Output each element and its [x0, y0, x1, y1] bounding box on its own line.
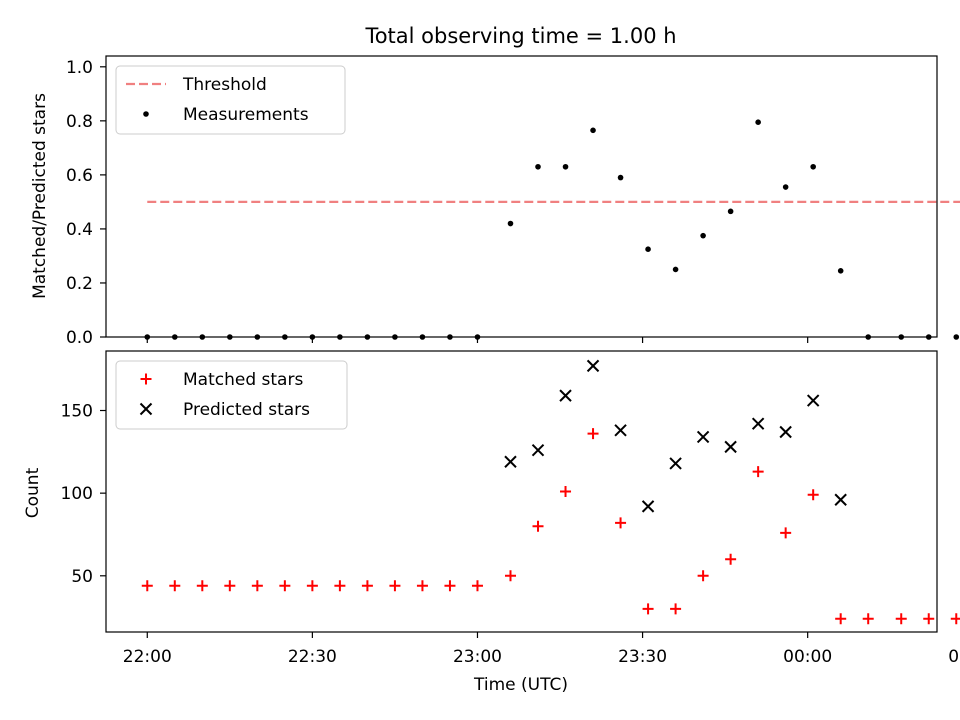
data-point [810, 163, 816, 170]
data-point [724, 440, 737, 454]
data-point [669, 457, 682, 470]
data-point [672, 266, 679, 273]
y-axis-label-top: Matched/Predicted stars [30, 93, 50, 299]
data-point [642, 603, 654, 615]
data-point [590, 127, 596, 134]
data-point [535, 163, 541, 170]
data-point [587, 428, 599, 440]
data-point [251, 580, 263, 592]
data-point [780, 527, 792, 539]
data-point [641, 500, 655, 513]
data-point [471, 580, 483, 592]
data-point [560, 486, 572, 497]
data-point [306, 580, 318, 592]
x-tick-label: 23:30 [618, 647, 667, 667]
data-point [779, 425, 792, 439]
data-point [444, 580, 456, 592]
data-point [782, 184, 789, 190]
legend-marker [140, 373, 152, 385]
data-point [696, 430, 710, 444]
y-tick-label: 0.2 [66, 274, 93, 294]
data-point [334, 580, 346, 592]
y-tick-label: 0.6 [66, 166, 93, 186]
y-tick-label: 1.0 [66, 58, 93, 78]
legend-label: Predicted stars [183, 400, 310, 420]
data-point [531, 443, 545, 457]
data-point [697, 570, 709, 582]
data-point [416, 580, 428, 592]
data-point [806, 394, 820, 407]
bottom-panel: 5010015022:0022:3023:0023:3000:0000:3001… [61, 350, 960, 667]
data-point [617, 174, 624, 181]
data-point [141, 580, 153, 592]
data-point [752, 466, 764, 478]
legend: Matched stars Predicted stars [115, 360, 348, 430]
y-axis-label-bottom: Count [23, 467, 43, 518]
data-point [562, 163, 569, 170]
data-point [196, 580, 208, 592]
data-point [953, 334, 960, 340]
data-point [950, 613, 960, 625]
legend-label: Threshold [182, 75, 267, 95]
data-point [615, 517, 627, 529]
chart-title: Total observing time = 1.00 h [364, 24, 676, 48]
axes-frame [105, 350, 938, 633]
data-point [507, 220, 514, 227]
y-tick-label: 0.8 [66, 112, 93, 132]
series-predicted-stars [504, 359, 847, 513]
x-axis-label: Time (UTC) [473, 675, 568, 695]
data-point [279, 580, 291, 592]
legend-label: Matched stars [183, 370, 303, 390]
data-point [725, 553, 737, 565]
x-tick-label: 00:30 [948, 647, 960, 667]
data-point [645, 246, 651, 252]
data-point [837, 268, 844, 274]
legend-label: Measurements [183, 105, 309, 125]
data-point [862, 613, 874, 625]
data-point [586, 359, 600, 373]
y-tick-label: 0.0 [66, 328, 93, 348]
data-point [755, 119, 761, 125]
top-panel: 0.0 0.2 0.4 0.6 0.8 1.0 Threshold Measurements [66, 55, 960, 348]
x-tick-label: 22:00 [123, 647, 172, 667]
y-tick-label: 150 [61, 402, 93, 422]
data-point [504, 455, 517, 468]
data-point [807, 489, 819, 501]
data-point [532, 520, 544, 532]
data-point [389, 580, 401, 592]
data-point [670, 603, 682, 615]
x-tick-label: 22:30 [288, 647, 337, 667]
data-point [923, 613, 935, 625]
data-point [835, 613, 847, 625]
legend-box [115, 65, 346, 135]
legend: Threshold Measurements [115, 65, 346, 135]
series-matched-stars [141, 428, 960, 625]
y-tick-label: 50 [71, 567, 93, 587]
axes-frame [105, 55, 938, 338]
data-point [224, 580, 236, 592]
y-tick-label: 100 [61, 484, 93, 504]
legend-marker [143, 111, 149, 117]
y-tick-label: 0.4 [66, 220, 93, 240]
data-point [700, 232, 706, 239]
data-point [727, 208, 734, 215]
data-point [559, 389, 572, 402]
legend-marker [139, 402, 153, 416]
legend-box [115, 360, 348, 430]
x-tick-label: 00:00 [783, 647, 832, 667]
data-point [895, 613, 907, 625]
data-point [751, 417, 765, 430]
data-point [834, 493, 847, 506]
x-tick-label: 23:00 [453, 647, 502, 667]
data-point [614, 424, 627, 437]
data-point [504, 570, 516, 582]
data-point [361, 580, 373, 592]
data-point [169, 580, 181, 592]
